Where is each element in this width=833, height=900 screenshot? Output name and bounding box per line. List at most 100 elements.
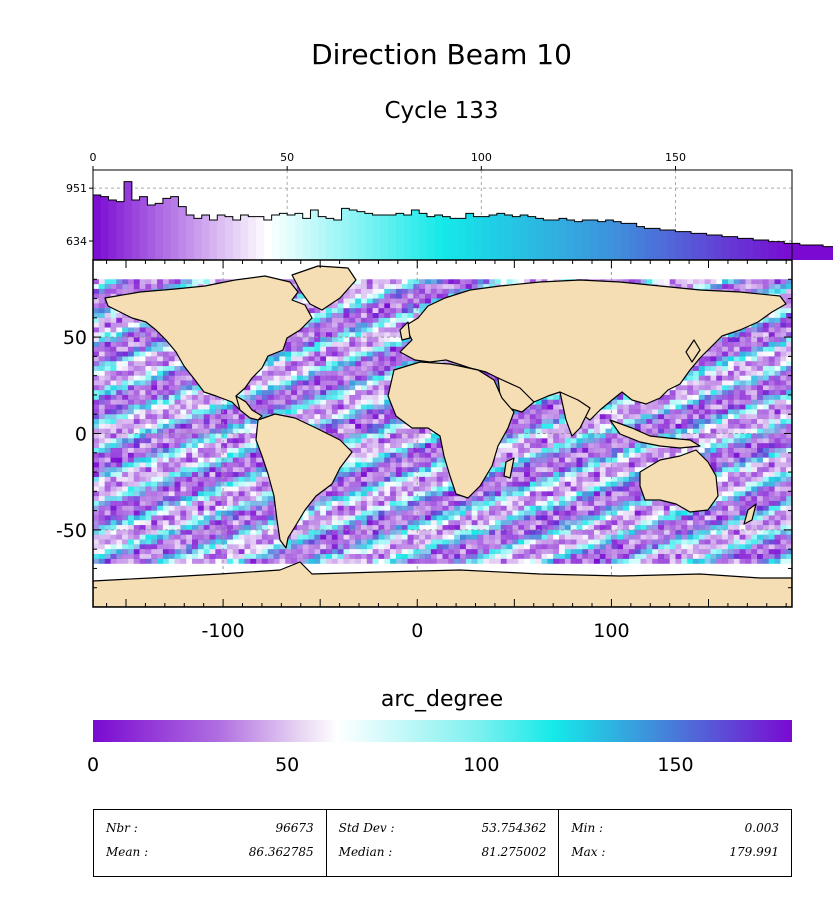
map-data-cell (395, 317, 402, 323)
map-data-cell (722, 423, 729, 429)
map-data-cell (157, 462, 164, 468)
map-data-cell (360, 317, 367, 323)
map-data-cell (687, 385, 694, 391)
map-data-cell (326, 375, 332, 381)
map-data-cell (617, 452, 624, 458)
map-data-cell (710, 433, 717, 439)
map-data-cell (727, 419, 734, 425)
map-data-cell (710, 279, 717, 285)
map-data-cell (145, 279, 152, 285)
map-data-cell (174, 414, 181, 420)
map-data-cell (786, 327, 792, 333)
map-data-cell (605, 404, 612, 410)
map-data-cell (733, 332, 740, 338)
map-data-cell (308, 370, 315, 376)
map-data-cell (215, 443, 222, 449)
map-data-cell (302, 399, 309, 405)
map-data-cell (326, 380, 332, 386)
map-data-cell (337, 327, 344, 333)
map-data-cell (780, 322, 787, 328)
map-data-cell (489, 279, 496, 285)
map-data-cell (774, 337, 781, 343)
map-data-cell (151, 332, 158, 338)
map-data-cell (617, 394, 624, 400)
map-data-cell (98, 351, 105, 357)
map-data-cell (762, 433, 769, 439)
map-data-cell (226, 438, 233, 444)
map-data-cell (704, 375, 711, 381)
histogram-bar (776, 241, 785, 260)
map-data-cell (209, 433, 216, 439)
map-data-cell (209, 428, 216, 434)
map-data-cell (722, 462, 729, 468)
map-data-cell (658, 428, 665, 434)
map-data-cell (308, 361, 315, 367)
map-data-cell (122, 419, 129, 425)
map-data-cell (360, 370, 367, 376)
map-data-cell (104, 361, 111, 367)
map-data-cell (133, 351, 140, 357)
map-data-cell (727, 390, 734, 396)
map-data-cell (366, 303, 373, 309)
map-data-cell (710, 423, 717, 429)
map-data-cell (757, 322, 764, 328)
map-data-cell (716, 438, 723, 444)
map-data-cell (722, 356, 729, 362)
map-data-cell (733, 433, 740, 439)
map-data-cell (133, 390, 140, 396)
map-data-cell (343, 385, 350, 391)
map-data-cell (168, 385, 175, 391)
map-data-cell (547, 428, 554, 434)
map-data-cell (378, 370, 385, 376)
map-data-cell (285, 380, 292, 386)
map-data-cell (757, 370, 764, 376)
map-data-cell (250, 380, 257, 386)
map-data-cell (226, 404, 233, 410)
map-data-cell (285, 409, 292, 415)
map-data-cell (675, 399, 682, 405)
map-data-cell (349, 366, 356, 372)
map-data-cell (500, 438, 507, 444)
map-data-cell (122, 443, 129, 449)
map-data-cell (716, 356, 723, 362)
map-data-cell (215, 414, 222, 420)
map-data-cell (786, 414, 792, 420)
map-data-cell (774, 394, 781, 400)
map-data-cell (739, 337, 746, 343)
map-data-cell (291, 356, 298, 362)
map-data-cell (378, 327, 385, 333)
map-data-cell (599, 414, 606, 420)
histogram-x-tick-label: 150 (665, 151, 686, 164)
map-data-cell (186, 423, 193, 429)
map-data-cell (366, 404, 373, 410)
map-data-cell (669, 404, 676, 410)
map-data-cell (384, 404, 391, 410)
map-data-cell (425, 443, 432, 449)
map-data-cell (285, 375, 292, 381)
map-data-cell (425, 438, 432, 444)
map-data-cell (436, 457, 443, 463)
map-data-cell (372, 414, 379, 420)
map-data-cell (366, 399, 373, 405)
map-data-cell (757, 361, 764, 367)
map-data-cell (425, 279, 432, 285)
histogram-bar (333, 220, 342, 260)
map-data-cell (116, 414, 123, 420)
map-data-cell (192, 438, 199, 444)
map-data-cell (360, 322, 367, 328)
map-data-cell (139, 428, 146, 434)
map-data-cell (261, 390, 268, 396)
map-data-cell (582, 462, 589, 468)
map-data-cell (221, 443, 228, 449)
map-data-cell (547, 467, 554, 473)
map-data-cell (757, 457, 764, 463)
map-data-cell (553, 443, 560, 449)
map-data-cell (430, 447, 437, 453)
map-data-cell (745, 337, 752, 343)
histogram-bar (310, 210, 319, 260)
map-data-cell (366, 394, 373, 400)
map-data-cell (722, 375, 729, 381)
map-data-cell (349, 399, 356, 405)
map-data-cell (355, 385, 362, 391)
map-data-cell (366, 279, 373, 285)
